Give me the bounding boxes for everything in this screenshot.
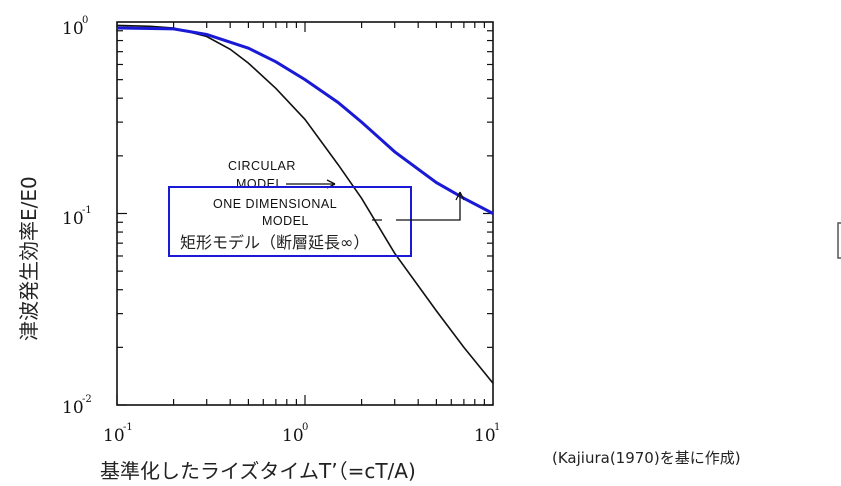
svg-text:0: 0 [82,15,88,26]
svg-text:10: 10 [62,19,84,39]
x-tick-label-0: 10 -1 [103,422,133,446]
svg-text:-2: -2 [82,394,92,405]
annotation-circular-line1: CIRCULAR [228,159,296,173]
y-tick-label-2: 10 -2 [62,394,92,418]
cropped-bracket-shape [837,222,841,259]
axis-ticks [116,22,493,406]
svg-text:10: 10 [474,426,496,446]
svg-text:10: 10 [62,209,84,229]
one-dimensional-box [168,186,412,257]
annotation-one-dimensional-line2: MODEL [262,214,309,228]
annotation-leader-line [372,192,461,221]
annotation-one-dimensional-line1: ONE DIMENSIONAL [213,197,337,211]
svg-text:-1: -1 [82,205,92,216]
y-tick-label-1: 10 -1 [62,205,92,229]
svg-text:10: 10 [103,426,125,446]
one-dimensional-annotation: ONE DIMENSIONAL MODEL 矩形モデル（断層延長∞） [168,186,465,257]
rectangular-model-label: 矩形モデル（断層延長∞） [180,233,369,252]
x-tick-label-1: 10 0 [282,422,308,446]
svg-text:-1: -1 [123,422,133,433]
source-note: (Kajiura(1970)を基に作成) [552,449,741,467]
svg-text:1: 1 [494,422,500,433]
x-tick-label-2: 10 1 [474,422,500,446]
y-tick-label-0: 10 0 [62,15,88,39]
annotation-circular-line2: MODEL [236,177,283,191]
svg-text:0: 0 [302,422,308,433]
one-dimensional-model-line [116,26,494,215]
x-axis-label: 基準化したライズタイムT’（=cT/A) [100,459,416,483]
svg-text:10: 10 [282,426,304,446]
arrow-head-icon [455,191,465,201]
y-axis-label: 津波発生効率E/E0 [17,176,41,341]
svg-text:10: 10 [62,398,84,418]
